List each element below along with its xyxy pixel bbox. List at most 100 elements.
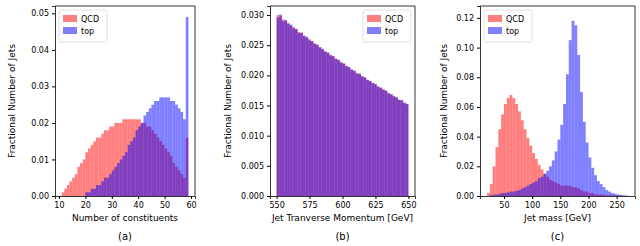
tick: 10 — [54, 196, 64, 210]
histogram-bar — [524, 187, 527, 196]
histogram-bar — [282, 19, 285, 196]
histogram-bar — [504, 104, 507, 196]
histogram-bar — [343, 64, 346, 196]
tick-mark — [267, 75, 270, 76]
tick-mark — [477, 107, 480, 108]
tick-mark — [532, 196, 533, 199]
panel-caption: (b) — [335, 231, 349, 242]
histogram-bar — [580, 92, 583, 196]
x-axis: 102030405060 — [54, 196, 196, 210]
tick: 0.12 — [456, 14, 480, 23]
histogram-bar — [569, 40, 572, 196]
histogram-bar — [114, 167, 117, 196]
tick-label: 550 — [269, 201, 284, 210]
histogram-bar — [290, 25, 293, 196]
histogram-bar — [314, 44, 317, 196]
tick-mark — [375, 196, 376, 199]
histogram-bar — [512, 192, 515, 196]
histogram-bar — [109, 174, 112, 196]
tick-mark — [52, 196, 55, 197]
tick-mark — [267, 45, 270, 46]
histogram-bar — [62, 196, 65, 197]
histogram-bar — [566, 74, 569, 196]
histogram-bar — [377, 86, 380, 196]
tick-label: 250 — [610, 201, 625, 210]
histogram-bar — [605, 190, 608, 196]
histogram-bar — [498, 129, 501, 196]
histogram-bar — [151, 105, 154, 196]
histogram-bar — [549, 166, 552, 196]
figure: 1020304050600.000.010.020.030.040.05Numb… — [0, 0, 640, 246]
tick: 0.10 — [456, 44, 480, 53]
histogram-bar — [340, 63, 343, 196]
histogram-bar — [348, 68, 351, 196]
histogram-bar — [308, 40, 311, 196]
histogram-bar — [277, 17, 280, 196]
tick: 0.02 — [456, 162, 480, 171]
y-axis: 0.000.010.020.030.040.05 — [31, 7, 55, 202]
histogram-bar — [285, 20, 288, 196]
histogram-bar — [117, 123, 120, 196]
histogram-bar — [507, 192, 510, 196]
histogram-bar — [298, 33, 301, 196]
histogram-bar — [552, 160, 555, 196]
histogram-bar — [493, 166, 496, 196]
histogram-bar — [96, 185, 99, 196]
histogram-bar — [154, 101, 157, 196]
tick: 0.06 — [456, 103, 480, 112]
tick-mark — [589, 196, 590, 199]
histogram-bar — [390, 95, 393, 196]
histogram-bar — [541, 169, 544, 196]
series — [490, 21, 628, 196]
histogram-bar — [622, 195, 625, 196]
tick: 0.01 — [31, 156, 55, 165]
histogram-bar — [496, 195, 499, 196]
histogram-bar — [295, 30, 298, 196]
histogram-bar — [186, 17, 189, 196]
tick: 575 — [302, 196, 317, 210]
tick: 0.010 — [241, 132, 270, 141]
tick-label: 0.02 — [456, 162, 474, 171]
histogram-bar — [535, 159, 538, 196]
histogram-bar — [358, 74, 361, 196]
histogram-bar — [75, 196, 78, 197]
histogram-bar — [75, 174, 78, 196]
histogram-bar — [292, 27, 295, 196]
tick: 20 — [81, 196, 91, 210]
histogram-bar — [622, 195, 625, 196]
histogram-bar — [112, 170, 115, 196]
y-axis-title: Fractional Number of Jets — [7, 44, 17, 158]
tick-label: 0.00 — [31, 192, 49, 201]
legend-swatch — [367, 15, 381, 22]
histogram-bar — [546, 171, 549, 196]
legend: QCDtop — [484, 10, 532, 42]
histogram-bar — [572, 21, 575, 196]
tick-mark — [504, 196, 505, 199]
histogram-bar — [372, 83, 375, 196]
tick-label: 0.00 — [456, 192, 474, 201]
histogram-bar — [125, 119, 128, 196]
y-axis: 0.0000.0050.0100.0150.0200.0250.030 — [241, 7, 270, 202]
histogram-bar — [625, 195, 628, 196]
tick-mark — [267, 106, 270, 107]
histogram-bar — [327, 52, 330, 196]
histogram-bar — [340, 62, 343, 196]
tick: 0.005 — [241, 162, 270, 171]
histogram-bar — [524, 129, 527, 196]
tick-mark — [267, 136, 270, 137]
y-axis: 0.000.020.040.060.080.100.12 — [456, 7, 480, 202]
tick-label: 0.030 — [241, 11, 264, 20]
histogram-bar — [395, 97, 398, 196]
histogram-bar — [543, 174, 546, 196]
histogram-bar — [518, 190, 521, 196]
histogram-bar — [382, 90, 385, 196]
tick: 0.030 — [241, 11, 270, 20]
tick-label: 0.005 — [241, 162, 264, 171]
histogram-bar — [85, 192, 88, 196]
tick-label: 625 — [368, 201, 383, 210]
legend-swatch — [488, 27, 502, 34]
histogram-bar — [88, 149, 91, 197]
histogram-bar — [311, 42, 314, 196]
histogram-bar — [91, 145, 94, 196]
histogram-bar — [385, 90, 388, 196]
